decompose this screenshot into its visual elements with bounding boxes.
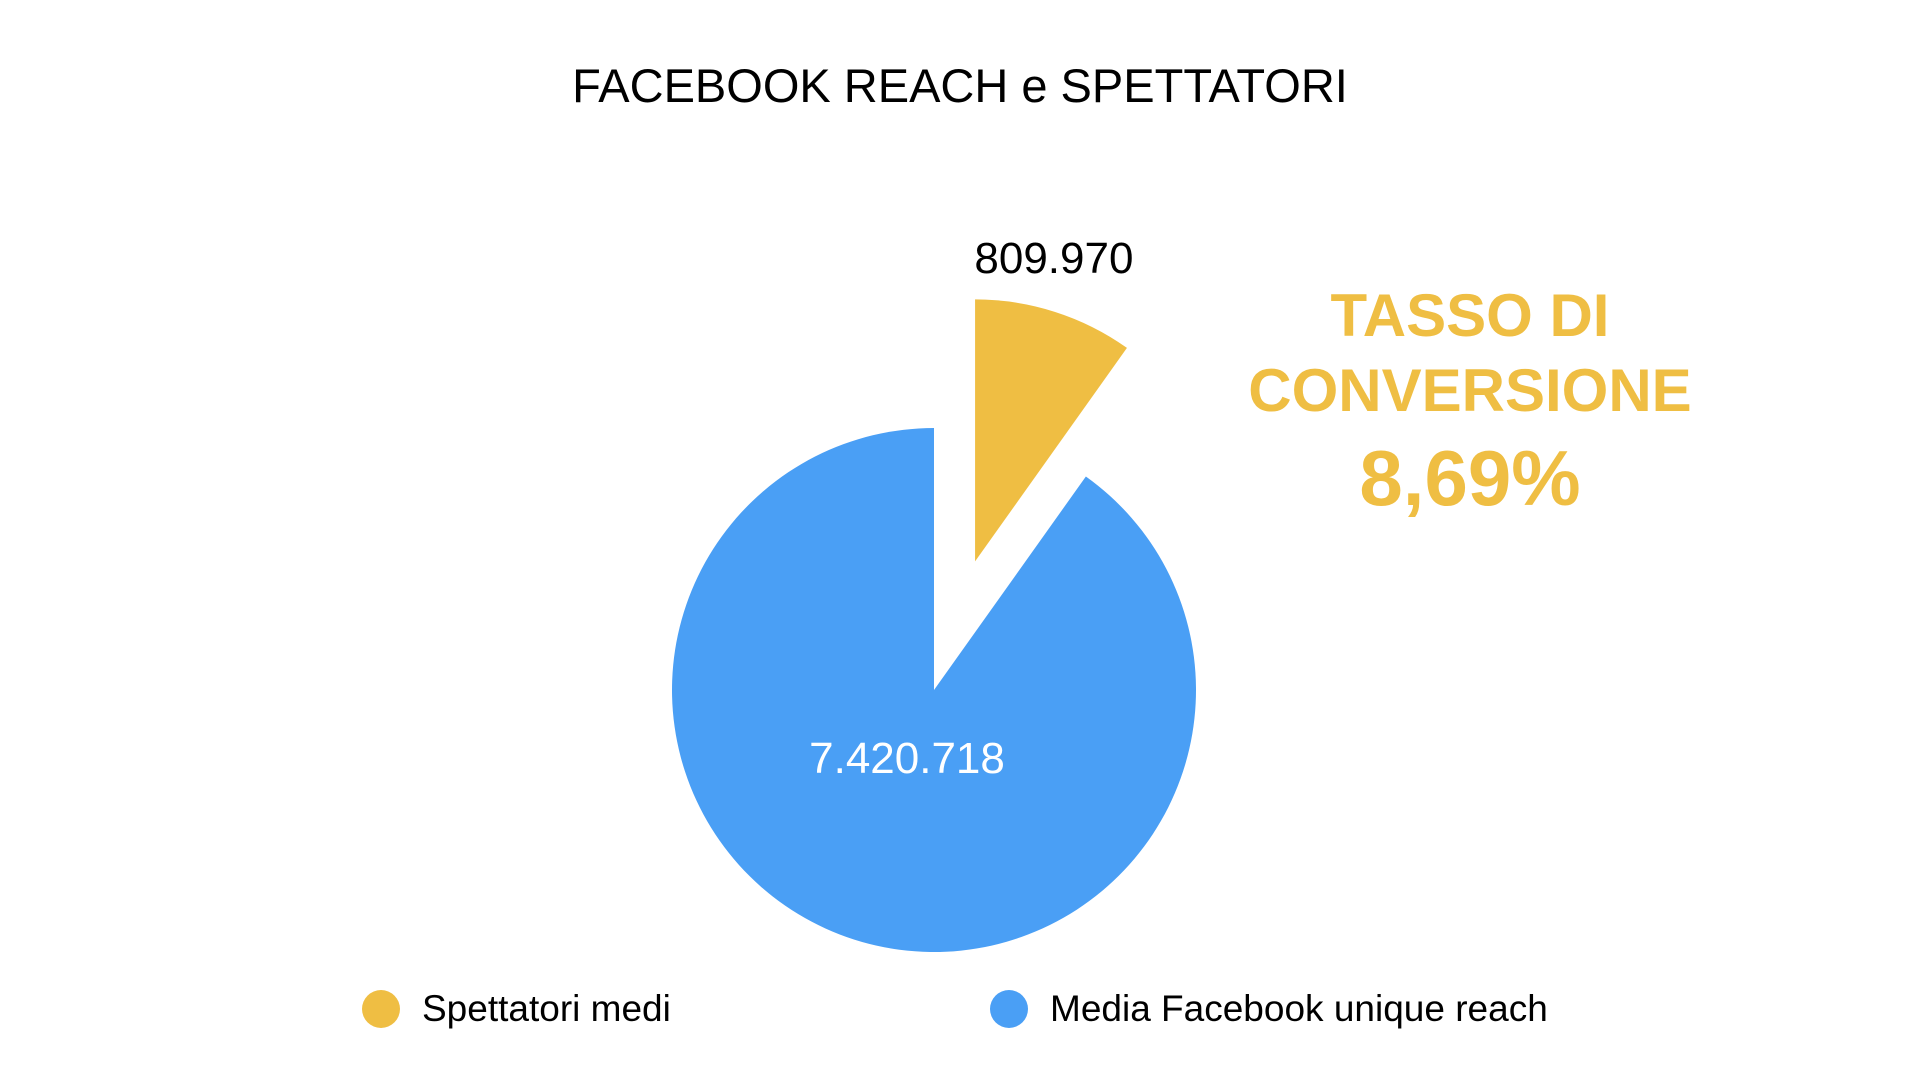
pie-slice-1 xyxy=(672,428,1196,952)
annotation-value: 8,69% xyxy=(1359,434,1581,522)
legend-label-spettatori-medi: Spettatori medi xyxy=(422,988,671,1029)
legend-swatch-facebook-reach xyxy=(990,990,1028,1028)
legend-swatch-spettatori-medi xyxy=(362,990,400,1028)
annotation-line-2: CONVERSIONE xyxy=(1248,357,1692,424)
annotation-line-1: TASSO DI xyxy=(1330,282,1610,349)
pie-slice-label-1: 7.420.718 xyxy=(809,734,1005,783)
pie-slice-0 xyxy=(975,299,1127,562)
pie-slice-label-0: 809.970 xyxy=(974,234,1133,283)
conversion-rate-annotation: TASSO DI CONVERSIONE 8,69% xyxy=(1150,278,1790,528)
legend-item-spettatori-medi: Spettatori medi xyxy=(362,988,671,1030)
legend-item-facebook-reach: Media Facebook unique reach xyxy=(990,988,1548,1030)
chart-title: FACEBOOK REACH e SPETTATORI xyxy=(572,59,1348,112)
legend-label-facebook-reach: Media Facebook unique reach xyxy=(1050,988,1548,1029)
